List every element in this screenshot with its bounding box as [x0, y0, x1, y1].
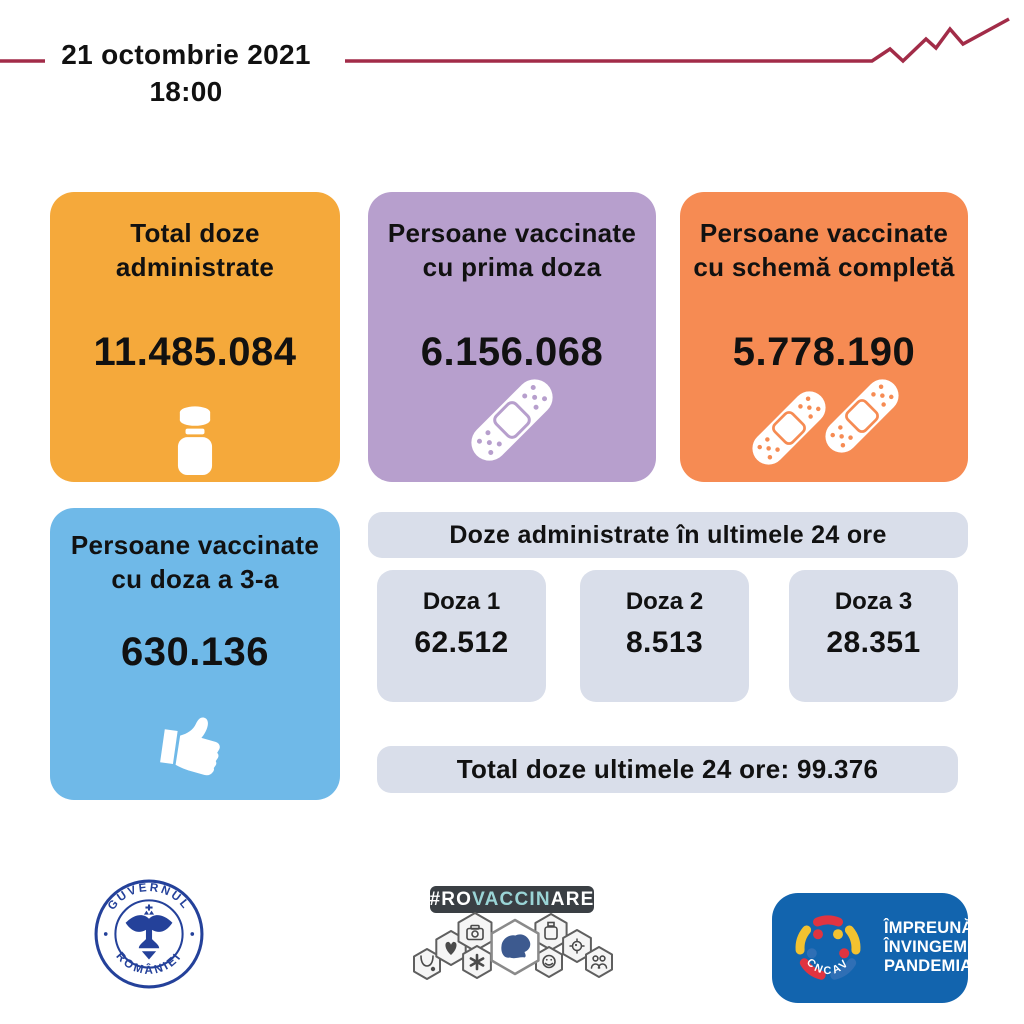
double-bandage-icon: [752, 379, 899, 465]
mini-card-dose-2: Doza 2 8.513: [580, 570, 749, 702]
card-value: 5.778.190: [732, 330, 916, 374]
report-date: 21 octombrie 2021: [61, 39, 311, 70]
government-of-romania-seal: GUVERNUL ROMÂNIEI: [94, 879, 204, 989]
thumbs-up-icon: [160, 717, 220, 776]
vial-icon: [177, 406, 213, 476]
heart-icon: [445, 941, 457, 955]
cncav-slogan: ÎMPREUNĂ ÎNVINGEM PANDEMIA: [884, 919, 974, 975]
card-title: Persoane vaccinate cu prima doza: [387, 218, 637, 282]
card-full-scheme: Persoane vaccinate cu schemă completă 5.…: [680, 192, 968, 482]
people-icon: [590, 955, 608, 969]
romania-map-icon: [501, 934, 531, 959]
card-title: Total doze administrate: [115, 218, 275, 282]
camera-icon: [466, 924, 484, 941]
mini-card-dose-1: Doza 1 62.512: [377, 570, 546, 702]
card-title: Persoane vaccinate cu doza a 3-a: [70, 530, 320, 594]
report-datetime: 21 octombrie 2021 18:00: [60, 36, 312, 110]
last24-total-bar: Total doze ultimele 24 ore: 99.376: [377, 746, 958, 793]
rovaccinare-highlight: VACCIN: [472, 888, 551, 910]
card-value: 630.136: [120, 630, 270, 674]
card-total-doses: Total doze administrate 11.485.084: [50, 192, 340, 482]
dose-label: Doza 2: [625, 588, 704, 615]
rovaccinare-suffix: ARE: [550, 888, 595, 910]
dose-value: 62.512: [414, 626, 509, 659]
virus-icon: [569, 938, 585, 954]
dose-value: 8.513: [625, 626, 704, 659]
vaccine-vial-icon: [544, 921, 558, 940]
card-third-dose: Persoane vaccinate cu doza a 3-a 630.136: [50, 508, 340, 800]
cncav-logo: CNCAV ÎMPREUNĂ ÎNVINGEM PANDEMIA: [772, 893, 973, 1003]
bandage-icon: [471, 379, 553, 461]
card-value: 11.485.084: [93, 330, 297, 374]
rovaccinare-banner: #RO VACCIN ARE: [429, 886, 595, 913]
cncav-people-circle-icon: CNCAV: [795, 915, 861, 980]
dose-value: 28.351: [826, 626, 921, 659]
star-of-life-icon: [469, 953, 485, 971]
card-title: Persoane vaccinate cu schemă completă: [693, 218, 955, 282]
eagle-emblem-icon: [125, 904, 173, 960]
rovaccinare-prefix: #RO: [429, 888, 473, 910]
face-mask-icon: [542, 954, 556, 969]
rovaccinare-hex-cluster: [413, 912, 613, 980]
dose-label: Doza 3: [834, 588, 913, 615]
report-time: 18:00: [149, 76, 223, 107]
last24-header: Doze administrate în ultimele 24 ore: [368, 512, 968, 558]
trend-line-decoration: [0, 17, 1010, 64]
mini-card-dose-3: Doza 3 28.351: [789, 570, 958, 702]
card-value: 6.156.068: [420, 330, 604, 374]
dose-label: Doza 1: [422, 588, 501, 615]
card-first-dose: Persoane vaccinate cu prima doza 6.156.0…: [368, 192, 656, 482]
stethoscope-icon: [420, 955, 436, 972]
